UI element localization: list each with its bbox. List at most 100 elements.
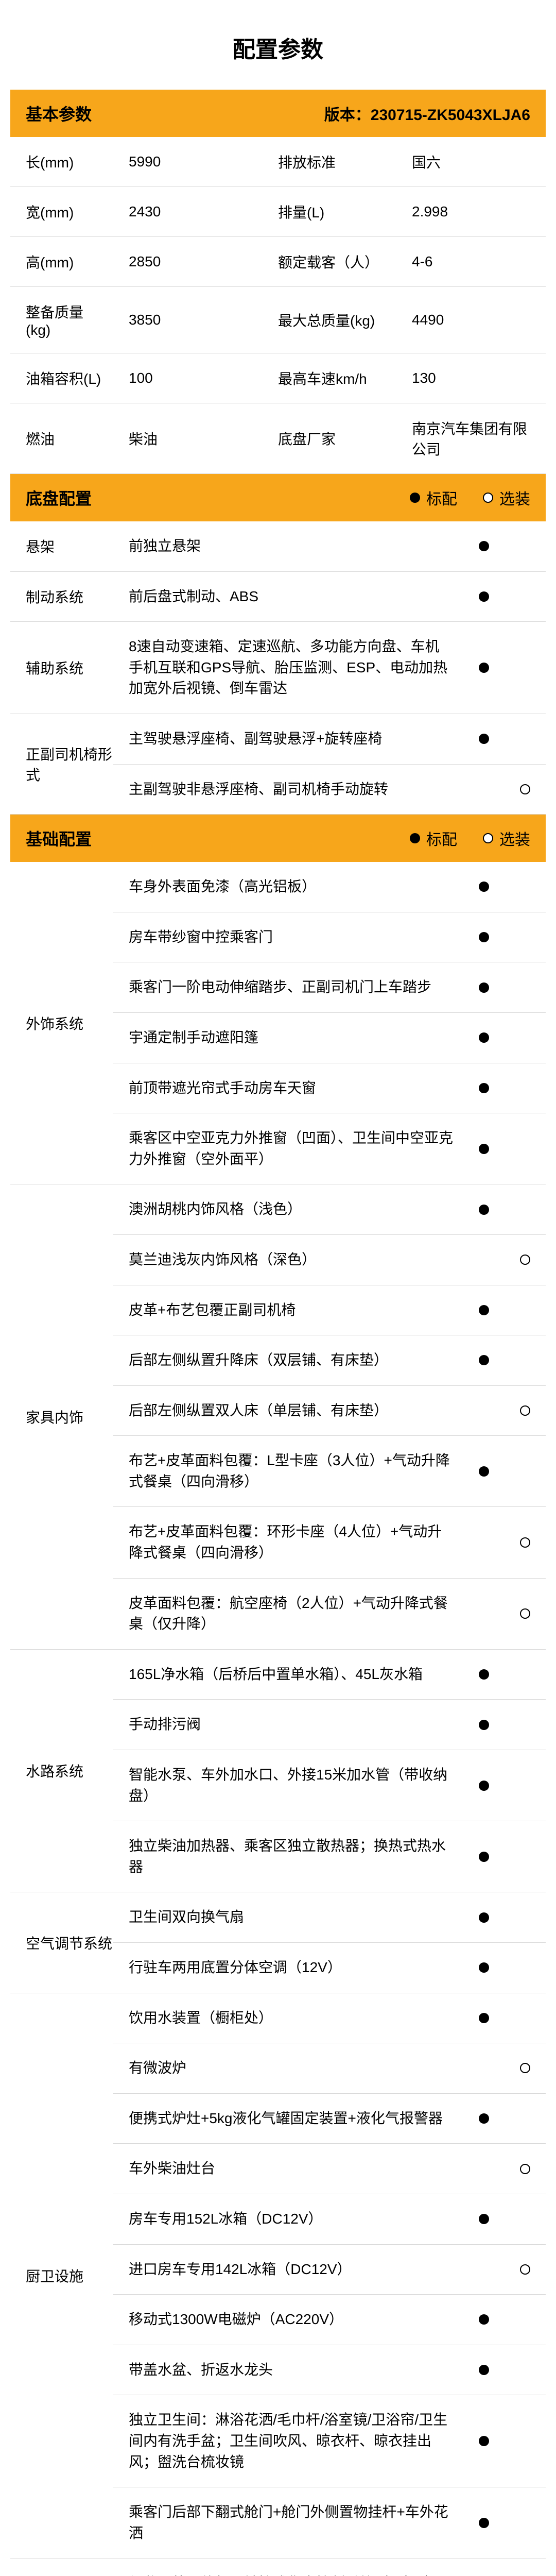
dot-solid-icon — [479, 1781, 489, 1791]
spec-opt-mark — [505, 2295, 546, 2345]
dot-solid-icon — [479, 2013, 489, 2023]
dot-solid-icon — [479, 882, 489, 892]
spec-desc: 饮用水装置（橱柜处） — [113, 1993, 463, 2044]
legend-opt: 选装 — [483, 827, 530, 850]
dot-solid-icon — [479, 2113, 489, 2124]
dot-solid-icon — [479, 663, 489, 673]
spec-std-mark — [463, 1821, 505, 1892]
spec-std-mark — [463, 572, 505, 622]
dot-solid-icon — [479, 734, 489, 744]
dot-solid-icon — [479, 2214, 489, 2224]
dot-solid-icon — [410, 493, 420, 503]
legend-std: 标配 — [410, 486, 457, 509]
spec-desc: 房车带纱窗中控乘客门 — [113, 912, 463, 963]
spec-opt-mark — [505, 2043, 546, 2094]
spec-category: 电器系统 — [10, 2558, 113, 2576]
spec-desc: 乘客门后部下翻式舱门+舱门外侧置物挂杆+车外花洒 — [113, 2487, 463, 2558]
spec-desc: 前独立悬架 — [113, 521, 463, 572]
dot-hollow-icon — [520, 1255, 530, 1265]
basic-cell: 最高车速km/h — [263, 353, 396, 403]
chassis-heading: 底盘配置 — [26, 486, 92, 510]
spec-desc: 布艺+皮革面料包覆：L型卡座（3人位）+气动升降式餐桌（四向滑移） — [113, 1436, 463, 1507]
spec-std-mark — [463, 1507, 505, 1578]
basic-cell: 油箱容积(L) — [10, 353, 113, 403]
spec-std-mark — [463, 2043, 505, 2094]
basic-heading: 基本参数 — [26, 101, 92, 125]
spec-desc: 卫生间双向换气扇 — [113, 1892, 463, 1943]
basic-cell: 底盘厂家 — [263, 403, 396, 474]
spec-opt-mark — [505, 2144, 546, 2194]
basic-cell: 4-6 — [396, 237, 546, 287]
dot-solid-icon — [479, 1720, 489, 1730]
spec-opt-mark — [505, 962, 546, 1013]
spec-std-mark — [463, 1993, 505, 2044]
spec-std-mark — [463, 1063, 505, 1114]
dot-solid-icon — [410, 833, 420, 843]
spec-desc: 带盖水盆、折返水龙头 — [113, 2345, 463, 2396]
spec-std-mark — [463, 622, 505, 714]
version: 版本：230715-ZK5043XLJA6 — [324, 102, 530, 125]
dot-solid-icon — [479, 982, 489, 993]
dot-solid-icon — [479, 932, 489, 942]
spec-std-mark — [463, 2295, 505, 2345]
spec-desc: 165L净水箱（后桥后中置单水箱）、45L灰水箱 — [113, 1650, 463, 1700]
spec-opt-mark — [505, 2395, 546, 2487]
base-table: 外饰系统车身外表面免漆（高光铝板）房车带纱窗中控乘客门乘客门一阶电动伸缩踏步、正… — [10, 862, 546, 2576]
legend-opt: 选装 — [483, 486, 530, 509]
spec-std-mark — [463, 714, 505, 765]
spec-std-mark — [463, 1235, 505, 1285]
dot-hollow-icon — [520, 2164, 530, 2174]
basic-cell: 排放标准 — [263, 137, 396, 187]
basic-cell: 额定载客（人） — [263, 237, 396, 287]
spec-desc: 智能水泵、车外加水口、外接15米加水管（带收纳盘） — [113, 1750, 463, 1821]
version-label: 版本： — [324, 107, 371, 124]
legend: 标配 选装 — [410, 486, 530, 509]
spec-desc: 倒监导航一体机、触控式集中控制系统（7寸屏） — [113, 2558, 463, 2576]
basic-cell: 柴油 — [113, 403, 263, 474]
spec-opt-mark — [505, 622, 546, 714]
spec-page: 配置参数 基本参数 版本：230715-ZK5043XLJA6 长(mm)599… — [0, 0, 556, 2576]
spec-desc: 8速自动变速箱、定速巡航、多功能方向盘、车机手机互联和GPS导航、胎压监测、ES… — [113, 622, 463, 714]
spec-opt-mark — [505, 572, 546, 622]
spec-std-mark — [463, 1943, 505, 1993]
legend-opt-label: 选装 — [499, 486, 530, 509]
spec-category: 水路系统 — [10, 1650, 113, 1893]
spec-std-mark — [463, 2558, 505, 2576]
spec-std-mark — [463, 912, 505, 963]
basic-cell: 燃油 — [10, 403, 113, 474]
base-header: 基础配置 标配 选装 — [10, 815, 546, 862]
basic-cell: 国六 — [396, 137, 546, 187]
spec-desc: 布艺+皮革面料包覆：环形卡座（4人位）+气动升降式餐桌（四向滑移） — [113, 1507, 463, 1578]
basic-cell: 100 — [113, 353, 263, 403]
spec-desc: 进口房车专用142L冰箱（DC12V） — [113, 2245, 463, 2295]
legend-opt-label: 选装 — [499, 827, 530, 850]
spec-desc: 皮革+布艺包覆正副司机椅 — [113, 1285, 463, 1336]
spec-category: 外饰系统 — [10, 862, 113, 1184]
spec-opt-mark — [505, 2194, 546, 2245]
spec-desc: 澳洲胡桃内饰风格（浅色） — [113, 1184, 463, 1235]
spec-std-mark — [463, 962, 505, 1013]
chassis-header: 底盘配置 标配 选装 — [10, 474, 546, 521]
dot-hollow-icon — [483, 493, 493, 503]
version-value: 230715-ZK5043XLJA6 — [371, 107, 530, 124]
dot-hollow-icon — [483, 833, 493, 843]
spec-opt-mark — [505, 765, 546, 815]
spec-opt-mark — [505, 2345, 546, 2396]
spec-opt-mark — [505, 1386, 546, 1436]
spec-std-mark — [463, 2245, 505, 2295]
dot-hollow-icon — [520, 1537, 530, 1548]
spec-desc: 主副驾驶非悬浮座椅、副司机椅手动旋转 — [113, 765, 463, 815]
dot-hollow-icon — [520, 1405, 530, 1416]
spec-opt-mark — [505, 1063, 546, 1114]
dot-solid-icon — [479, 1962, 489, 1973]
basic-grid: 长(mm)5990排放标准国六宽(mm)2430排量(L)2.998高(mm)2… — [10, 137, 546, 474]
spec-opt-mark — [505, 1750, 546, 1821]
spec-std-mark — [463, 1335, 505, 1386]
spec-opt-mark — [505, 2558, 546, 2576]
spec-opt-mark — [505, 1285, 546, 1336]
basic-cell: 4490 — [396, 287, 546, 353]
spec-desc: 车身外表面免漆（高光铝板） — [113, 862, 463, 912]
spec-desc: 后部左侧纵置双人床（单层铺、有床垫） — [113, 1386, 463, 1436]
spec-opt-mark — [505, 1235, 546, 1285]
dot-solid-icon — [479, 1205, 489, 1215]
